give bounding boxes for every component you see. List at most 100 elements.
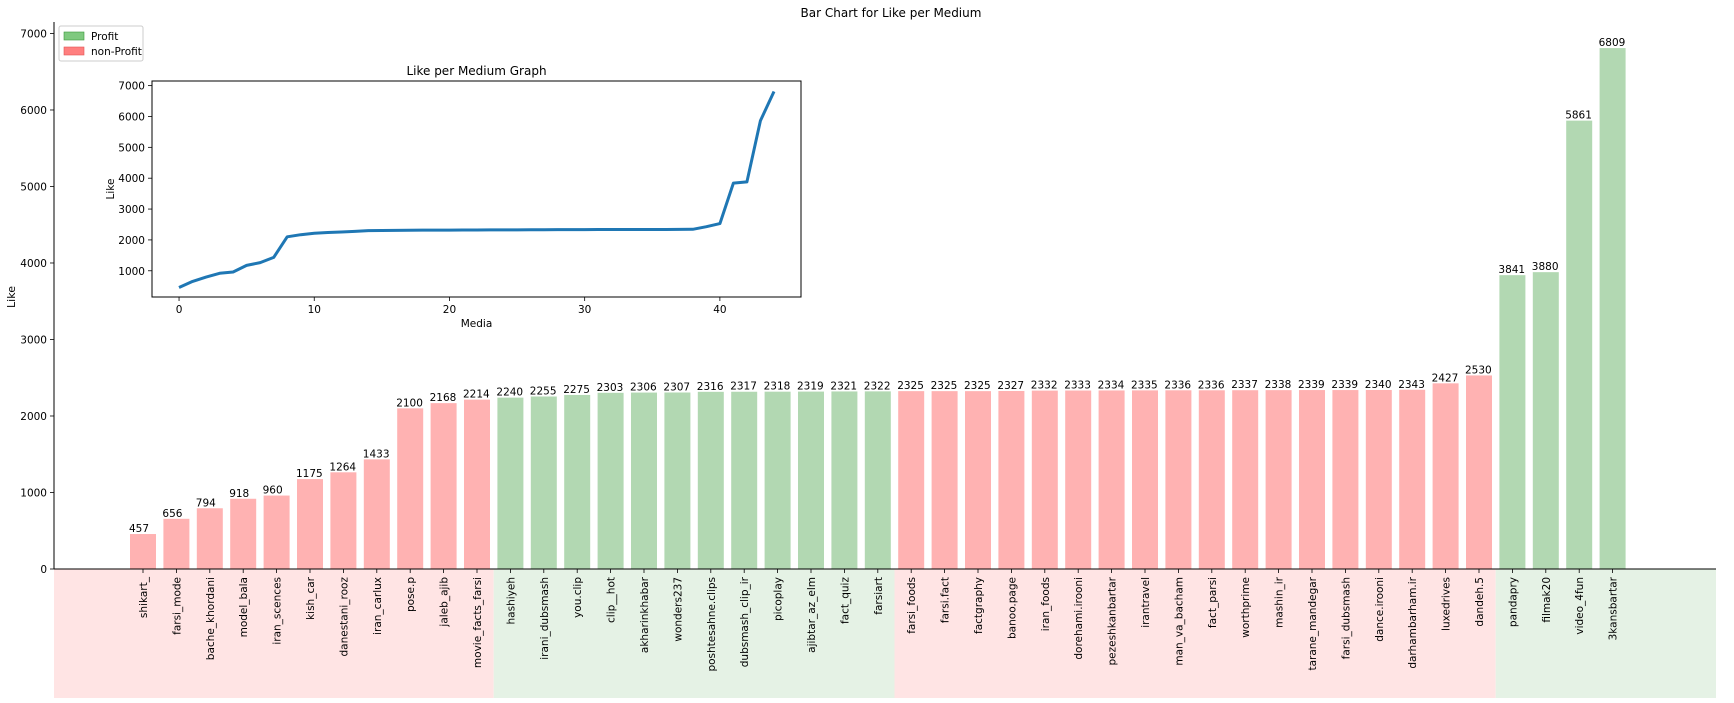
bar-akharinkhabar [631, 392, 657, 569]
data-label-danestani_rooz: 1264 [329, 461, 356, 473]
inset-x-tick-label: 20 [443, 304, 456, 316]
x-tick-label-movie_facts_farsi: movie_facts_farsi [472, 577, 484, 668]
inset-x-tick-label: 10 [308, 304, 321, 316]
x-tick-label-hashiyeh: hashiyeh [505, 577, 517, 624]
data-label-mashin_ir: 2338 [1265, 379, 1292, 391]
bar-farsi_foods [898, 391, 925, 569]
data-label-iran_carlux: 1433 [363, 448, 390, 460]
data-label-kish_car: 1175 [296, 468, 323, 480]
inset-y-tick-label: 5000 [118, 142, 145, 154]
data-label-shikart_: 457 [129, 523, 149, 535]
bar-luxedrives [1432, 383, 1459, 569]
x-tick-label-you.clip: you.clip [572, 577, 584, 618]
bar-man_va_bacham [1165, 390, 1192, 569]
bar-wonders237 [664, 392, 691, 569]
inset-plot-area [151, 80, 802, 298]
bar-irantravel [1132, 390, 1158, 569]
data-label-jaleb_ajib: 2168 [430, 392, 457, 404]
bar-clip__hot [597, 392, 624, 569]
x-tick-label-bache_khordani: bache_khordani [205, 577, 217, 660]
data-label-dandeh.5: 2530 [1465, 364, 1492, 376]
data-label-hashiyeh: 2240 [496, 387, 523, 399]
x-tick-label-mashin_ir: mashin_ir [1274, 576, 1286, 628]
x-tick-label-jaleb_ajib: jaleb_ajib [439, 577, 451, 628]
x-tick-label-farsi.fact: farsi.fact [940, 577, 952, 623]
x-tick-label-video_4fun: video_4fun [1574, 577, 1586, 635]
data-label-you.clip: 2275 [563, 384, 590, 396]
data-label-factgraphy: 2325 [964, 380, 991, 392]
inset-line-chart: Like per Medium Graph Media Like 0 10 20 30 40 1… [105, 64, 802, 330]
data-label-farsiart: 2322 [864, 380, 891, 392]
x-tick-label-farsi_foods: farsi_foods [906, 577, 918, 634]
inset-title: Like per Medium Graph [406, 64, 546, 78]
bar-model_bala [230, 498, 257, 569]
data-label-3kansbartar: 6809 [1599, 37, 1626, 49]
x-tick-label-iran_scences: iran_scences [272, 577, 284, 645]
data-label-tarane_mandegar: 2339 [1298, 379, 1325, 391]
bar-tarane_mandegar [1299, 390, 1325, 569]
bar-factgraphy [965, 391, 991, 569]
x-tick-label-banoo.page: banoo.page [1006, 577, 1018, 639]
x-tick-label-dance.irooni: dance.irooni [1374, 577, 1386, 642]
bar-dorehami.irooni [1065, 390, 1092, 569]
bar-farsiart [864, 391, 891, 569]
data-label-pandapry: 3841 [1498, 264, 1525, 276]
bar-fact_quiz [831, 391, 858, 569]
bar-farsi.fact [931, 391, 958, 569]
x-tick-label-factgraphy: factgraphy [973, 577, 985, 634]
x-tick-label-fact_parsi: fact_parsi [1207, 577, 1219, 628]
data-label-farsi_foods: 2325 [897, 380, 924, 392]
data-label-dorehami.irooni: 2333 [1064, 380, 1091, 392]
bar-mashin_ir [1265, 390, 1292, 569]
data-label-pose.p: 2100 [396, 397, 423, 409]
bar-bache_khordani [196, 508, 223, 569]
data-label-irani_dubsmash: 2255 [530, 385, 557, 397]
x-tick-label-dorehami.irooni: dorehami.irooni [1073, 577, 1085, 660]
data-label-ajibtar_az_elm: 2319 [797, 381, 824, 393]
bar-farsi_mode [163, 518, 190, 569]
x-tick-label-tarane_mandegar: tarane_mandegar [1307, 576, 1319, 670]
inset-y-tick-label: 3000 [118, 204, 145, 216]
y-axis: 0 1000 2000 3000 4000 5000 6000 7000 [20, 22, 1716, 576]
data-label-clip__hot: 2303 [597, 382, 624, 394]
x-tick-label-luxedrives: luxedrives [1441, 577, 1453, 631]
inset-x-tick-label: 40 [713, 304, 726, 316]
bar-dubsmash_clip_ir [731, 391, 758, 569]
bar-ajibtar_az_elm [798, 391, 824, 569]
bar-pezeshkanbartar [1098, 390, 1125, 569]
data-label-fact_quiz: 2321 [830, 380, 857, 392]
data-label-darhambarham.ir: 2343 [1398, 379, 1425, 391]
x-tick-label-irani_dubsmash: irani_dubsmash [539, 577, 551, 660]
profit-band [1495, 569, 1716, 698]
inset-y-tick-label: 1000 [118, 266, 145, 278]
bar-filmak20 [1532, 272, 1559, 569]
bar-iran_carlux [363, 459, 390, 569]
inset-like-line [178, 90, 776, 289]
y-tick-label: 7000 [20, 28, 47, 40]
y-tick-label: 4000 [20, 258, 47, 270]
y-axis-label: Like [5, 286, 18, 308]
x-tick-label-danestani_rooz: danestani_rooz [338, 577, 350, 657]
bar-danestani_rooz [330, 472, 357, 569]
bar-3kansbartar [1599, 48, 1626, 569]
bar-series [130, 48, 1626, 569]
inset-x-tick-label: 0 [176, 304, 183, 316]
legend-swatch [63, 46, 85, 56]
x-tick-label-man_va_bacham: man_va_bacham [1173, 577, 1185, 666]
legend-label: non-Profit [91, 46, 142, 58]
bar-banoo.page [998, 390, 1025, 569]
bar-kish_car [297, 479, 323, 569]
legend-swatch [63, 31, 85, 41]
bar-data-labels: 457 656 794 918 960 1175 1264 1433 2100 2168 2214 2… [129, 37, 1625, 535]
data-label-iran_scences: 960 [263, 485, 283, 497]
bar-farsi_dubsmash [1332, 390, 1359, 569]
inset-x-tick-label: 30 [578, 304, 591, 316]
chart-title: Bar Chart for Like per Medium [801, 6, 982, 20]
bar-dandeh.5 [1466, 375, 1492, 569]
data-label-banoo.page: 2327 [997, 380, 1024, 392]
nonprofit-band [54, 569, 494, 698]
data-label-movie_facts_farsi: 2214 [463, 389, 490, 401]
x-tick-label-model_bala: model_bala [238, 577, 250, 637]
